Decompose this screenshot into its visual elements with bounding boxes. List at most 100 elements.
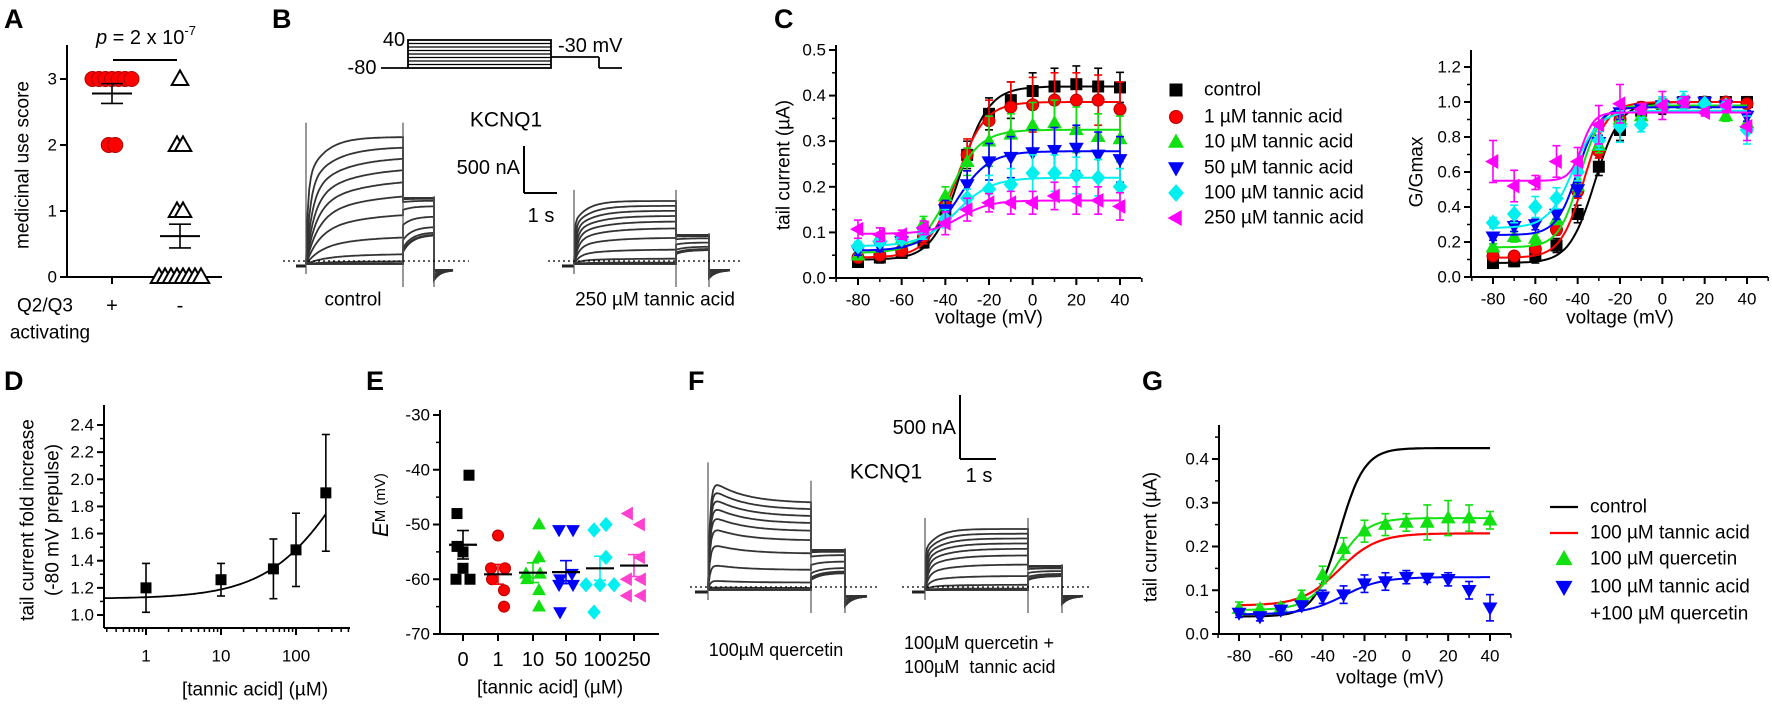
data-point [599,516,613,533]
current-trace [924,563,1084,604]
x-tick-label: -20 [1352,647,1377,666]
x-axis-label: voltage (mV) [935,308,1043,329]
y-tick-label: 1 [48,202,57,221]
data-point [1527,175,1541,190]
data-point [1113,102,1127,116]
data-point [140,582,152,594]
data-point [566,579,580,593]
legend-marker [1555,549,1573,566]
x-tick-label: 250 [617,649,650,671]
panel-label-b: B [272,4,292,34]
legend-item: 50 µM tannic acid [1167,158,1353,179]
fit-line-1 [1239,532,1490,607]
p-exponent: -7 [184,23,196,38]
data-point [552,579,566,593]
data-point [1069,167,1084,184]
y-tick-label: -70 [405,625,430,644]
data-point [1612,118,1628,135]
data-point [1068,193,1082,208]
x-axis-label: [tannic acid] (µM) [477,678,623,699]
panel-label-c: C [774,4,794,34]
data-point [1570,184,1586,198]
data-point [607,577,621,593]
data-point [1482,512,1498,526]
legend-label: 100 µM tannic acid [1590,577,1750,598]
data-point [532,582,546,596]
data-point [451,508,463,520]
series-1 [1231,569,1498,625]
data-point [1090,149,1106,163]
data-point [173,200,193,218]
data-point [620,506,633,521]
data-point [587,522,601,538]
y-tick-label: 0.2 [802,177,826,196]
data-point [1231,607,1247,621]
legend-label: +100 µM quercetin [1590,604,1748,625]
data-point [1654,98,1668,113]
data-point [173,134,193,152]
y-tick-label: 0.3 [1185,493,1209,512]
y-tick-label: -40 [405,460,430,479]
data-point [1633,116,1649,134]
legend-label: 50 µM tannic acid [1204,158,1353,179]
legend-marker [1168,184,1184,202]
data-point [290,544,302,556]
data-point [1336,589,1352,603]
x-tick-label: 10 [522,649,544,671]
y-label-unit: (mV) [372,473,389,510]
current-trace [707,570,868,598]
panel-label-f: F [688,366,705,396]
panel-e-axes: -30 -40 -50 -60 -70 [405,406,659,644]
current-trace [305,195,454,282]
legend-label: 100 µM tannic acid [1590,523,1750,544]
group-0: 0 [449,469,477,671]
current-trace [573,245,730,273]
series-0 [1231,499,1498,616]
p-symbol: p [95,27,107,49]
y-axis-label: medicinal use score [13,81,34,249]
data-point [1506,205,1522,223]
data-point [619,572,632,587]
y-tick-label: 3 [48,70,57,89]
y-tick-label: 1.4 [70,551,94,570]
data-point [981,156,997,170]
data-point [1633,101,1647,117]
data-point [1004,100,1018,114]
x-tick-label: -60 [1269,647,1294,666]
data-point [1091,93,1105,107]
y-tick-label: 0.0 [802,269,826,288]
x-tick-label: 40 [1481,647,1500,666]
y-tick-label: 0.5 [802,41,826,60]
x-tick-label: 20 [1067,291,1086,310]
y-tick-label: 0.4 [1437,198,1461,217]
data-point [1002,195,1017,211]
panel-g-axes: 0.0 0.1 0.2 0.3 0.4 -80 -60 -40 -20 0 20 40 [1185,425,1512,666]
data-point [1047,164,1062,182]
data-point [1440,510,1456,524]
x-tick-label: 10 [212,647,231,666]
data-point [1739,119,1753,134]
y-axis-label: G/Gmax [1407,136,1428,207]
y-tick-label: -50 [405,515,430,534]
data-point [1590,117,1605,133]
data-point [1527,230,1543,244]
legend-label: control [1204,80,1261,101]
data-point [1315,591,1331,605]
y-tick-label: 1.2 [1437,58,1461,77]
legend-item: 100 µM tannic acid +100 µM quercetin [1555,577,1750,625]
x-tick-label: -60 [889,291,914,310]
data-point [320,487,332,499]
data-point [587,604,601,620]
current-trace [305,231,454,272]
current-trace [305,136,454,283]
channel-title: KCNQ1 [470,109,542,132]
legend-label: 1 µM tannic acid [1204,107,1343,128]
scale-bar-time-label: 1 s [528,205,555,227]
data-point [1461,510,1477,524]
current-trace [924,528,1084,607]
group-250: 250 [617,506,651,671]
data-point [1398,571,1414,586]
data-point [1548,154,1562,169]
current-trace [573,236,731,278]
y-tick-label: 0.0 [1185,625,1209,644]
